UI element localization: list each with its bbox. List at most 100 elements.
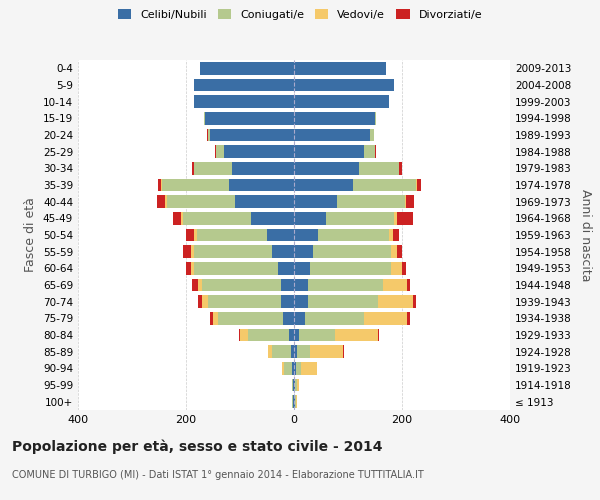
Bar bbox=[268, 346, 294, 358]
Bar bbox=[294, 262, 402, 274]
Bar bbox=[216, 146, 294, 158]
Bar bbox=[198, 279, 294, 291]
Bar bbox=[194, 79, 294, 92]
Bar bbox=[294, 312, 407, 324]
Y-axis label: Anni di nascita: Anni di nascita bbox=[580, 188, 592, 281]
Bar bbox=[208, 296, 294, 308]
Bar bbox=[292, 396, 294, 408]
Bar bbox=[294, 346, 344, 358]
Bar bbox=[281, 296, 294, 308]
Bar bbox=[292, 396, 294, 408]
Bar bbox=[186, 262, 294, 274]
Bar bbox=[292, 379, 294, 391]
Bar bbox=[289, 329, 294, 341]
Bar bbox=[208, 129, 294, 141]
Bar bbox=[294, 146, 376, 158]
Bar bbox=[294, 212, 397, 224]
Bar bbox=[194, 96, 294, 108]
Bar bbox=[294, 379, 299, 391]
Bar bbox=[294, 196, 406, 208]
Bar bbox=[194, 246, 294, 258]
Bar bbox=[211, 312, 294, 324]
Bar bbox=[292, 346, 294, 358]
Bar bbox=[194, 79, 294, 92]
Bar bbox=[294, 262, 391, 274]
Bar bbox=[294, 279, 407, 291]
Bar bbox=[194, 96, 294, 108]
Bar bbox=[292, 379, 294, 391]
Bar bbox=[215, 146, 294, 158]
Bar bbox=[294, 162, 359, 174]
Bar bbox=[294, 129, 374, 141]
Bar bbox=[294, 129, 374, 141]
Bar bbox=[204, 112, 294, 124]
Bar bbox=[294, 262, 406, 274]
Bar bbox=[294, 229, 400, 241]
Bar bbox=[202, 296, 294, 308]
Bar bbox=[216, 146, 294, 158]
Bar bbox=[294, 96, 389, 108]
Bar bbox=[294, 246, 391, 258]
Bar bbox=[294, 146, 375, 158]
Bar bbox=[194, 79, 294, 92]
Bar bbox=[294, 229, 393, 241]
Bar bbox=[294, 79, 394, 92]
Bar bbox=[191, 246, 294, 258]
Bar bbox=[294, 162, 400, 174]
Bar bbox=[181, 212, 294, 224]
Bar bbox=[193, 279, 294, 291]
Bar bbox=[268, 346, 294, 358]
Bar bbox=[294, 112, 376, 124]
Bar bbox=[294, 146, 364, 158]
Bar bbox=[294, 329, 299, 341]
Bar bbox=[211, 129, 294, 141]
Bar bbox=[294, 362, 317, 374]
Bar bbox=[294, 96, 389, 108]
Bar bbox=[294, 279, 383, 291]
Bar bbox=[186, 229, 294, 241]
Bar bbox=[194, 262, 294, 274]
Bar bbox=[294, 329, 379, 341]
Bar bbox=[294, 312, 410, 324]
Bar bbox=[294, 196, 337, 208]
Bar bbox=[294, 146, 375, 158]
Bar bbox=[294, 262, 310, 274]
Bar bbox=[294, 279, 410, 291]
Bar bbox=[294, 329, 335, 341]
Bar bbox=[204, 112, 294, 124]
Bar bbox=[294, 312, 305, 324]
Bar bbox=[239, 329, 294, 341]
Bar bbox=[194, 79, 294, 92]
Bar bbox=[294, 229, 389, 241]
Bar bbox=[294, 62, 386, 74]
Bar bbox=[194, 96, 294, 108]
Bar bbox=[199, 62, 294, 74]
Bar bbox=[267, 229, 294, 241]
Bar bbox=[294, 296, 415, 308]
Bar bbox=[218, 312, 294, 324]
Bar bbox=[294, 379, 295, 391]
Bar bbox=[294, 129, 370, 141]
Bar bbox=[191, 262, 294, 274]
Bar bbox=[294, 79, 394, 92]
Legend: Celibi/Nubili, Coniugati/e, Vedovi/e, Divorziati/e: Celibi/Nubili, Coniugati/e, Vedovi/e, Di… bbox=[115, 6, 485, 23]
Bar bbox=[193, 162, 294, 174]
Bar bbox=[294, 379, 296, 391]
Bar bbox=[294, 246, 402, 258]
Bar bbox=[294, 179, 353, 192]
Bar bbox=[294, 362, 317, 374]
Bar bbox=[278, 262, 294, 274]
Bar bbox=[294, 212, 413, 224]
Bar bbox=[294, 96, 389, 108]
Bar bbox=[272, 246, 294, 258]
Bar bbox=[204, 112, 294, 124]
Bar bbox=[294, 379, 299, 391]
Bar bbox=[294, 96, 389, 108]
Bar bbox=[206, 129, 294, 141]
Bar bbox=[294, 62, 386, 74]
Bar bbox=[224, 146, 294, 158]
Bar bbox=[294, 112, 375, 124]
Bar bbox=[199, 62, 294, 74]
Bar bbox=[240, 329, 294, 341]
Bar bbox=[232, 162, 294, 174]
